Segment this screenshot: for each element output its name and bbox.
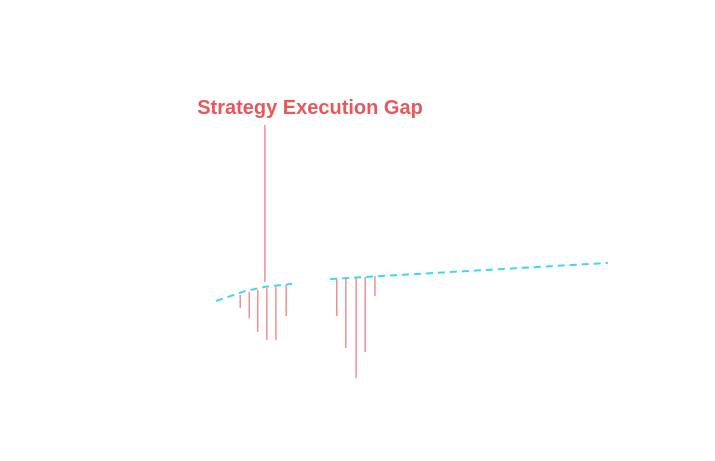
- annotation-text: Strategy Execution Gap: [197, 97, 423, 119]
- line-series: [215, 261, 609, 302]
